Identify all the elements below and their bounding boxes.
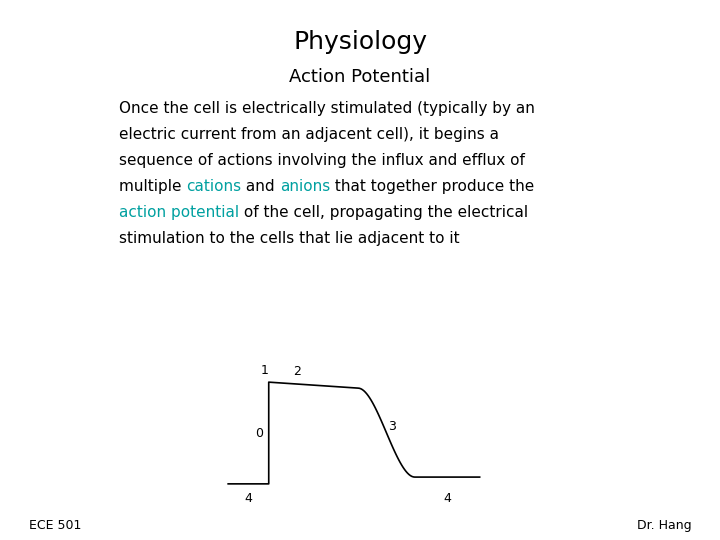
Text: Once the cell is electrically stimulated (typically by an: Once the cell is electrically stimulated… bbox=[119, 102, 535, 117]
Text: stimulation to the cells that lie adjacent to it: stimulation to the cells that lie adjace… bbox=[119, 231, 459, 246]
Text: action potential: action potential bbox=[119, 205, 239, 220]
Text: 1: 1 bbox=[261, 364, 269, 377]
Text: ECE 501: ECE 501 bbox=[29, 519, 81, 532]
Text: Dr. Hang: Dr. Hang bbox=[636, 519, 691, 532]
Text: 2: 2 bbox=[293, 365, 301, 378]
Text: sequence of actions involving the influx and efflux of: sequence of actions involving the influx… bbox=[119, 153, 525, 168]
Text: of the cell, propagating the electrical: of the cell, propagating the electrical bbox=[239, 205, 528, 220]
Text: that together produce the: that together produce the bbox=[330, 179, 534, 194]
Text: 4: 4 bbox=[444, 492, 451, 505]
Text: multiple: multiple bbox=[119, 179, 186, 194]
Text: 0: 0 bbox=[255, 427, 263, 440]
Text: and: and bbox=[241, 179, 280, 194]
Text: cations: cations bbox=[186, 179, 241, 194]
Text: Action Potential: Action Potential bbox=[289, 68, 431, 85]
Text: Physiology: Physiology bbox=[293, 30, 427, 53]
Text: electric current from an adjacent cell), it begins a: electric current from an adjacent cell),… bbox=[119, 127, 499, 143]
Text: anions: anions bbox=[280, 179, 330, 194]
Text: 3: 3 bbox=[388, 420, 396, 433]
Text: 4: 4 bbox=[245, 492, 253, 505]
